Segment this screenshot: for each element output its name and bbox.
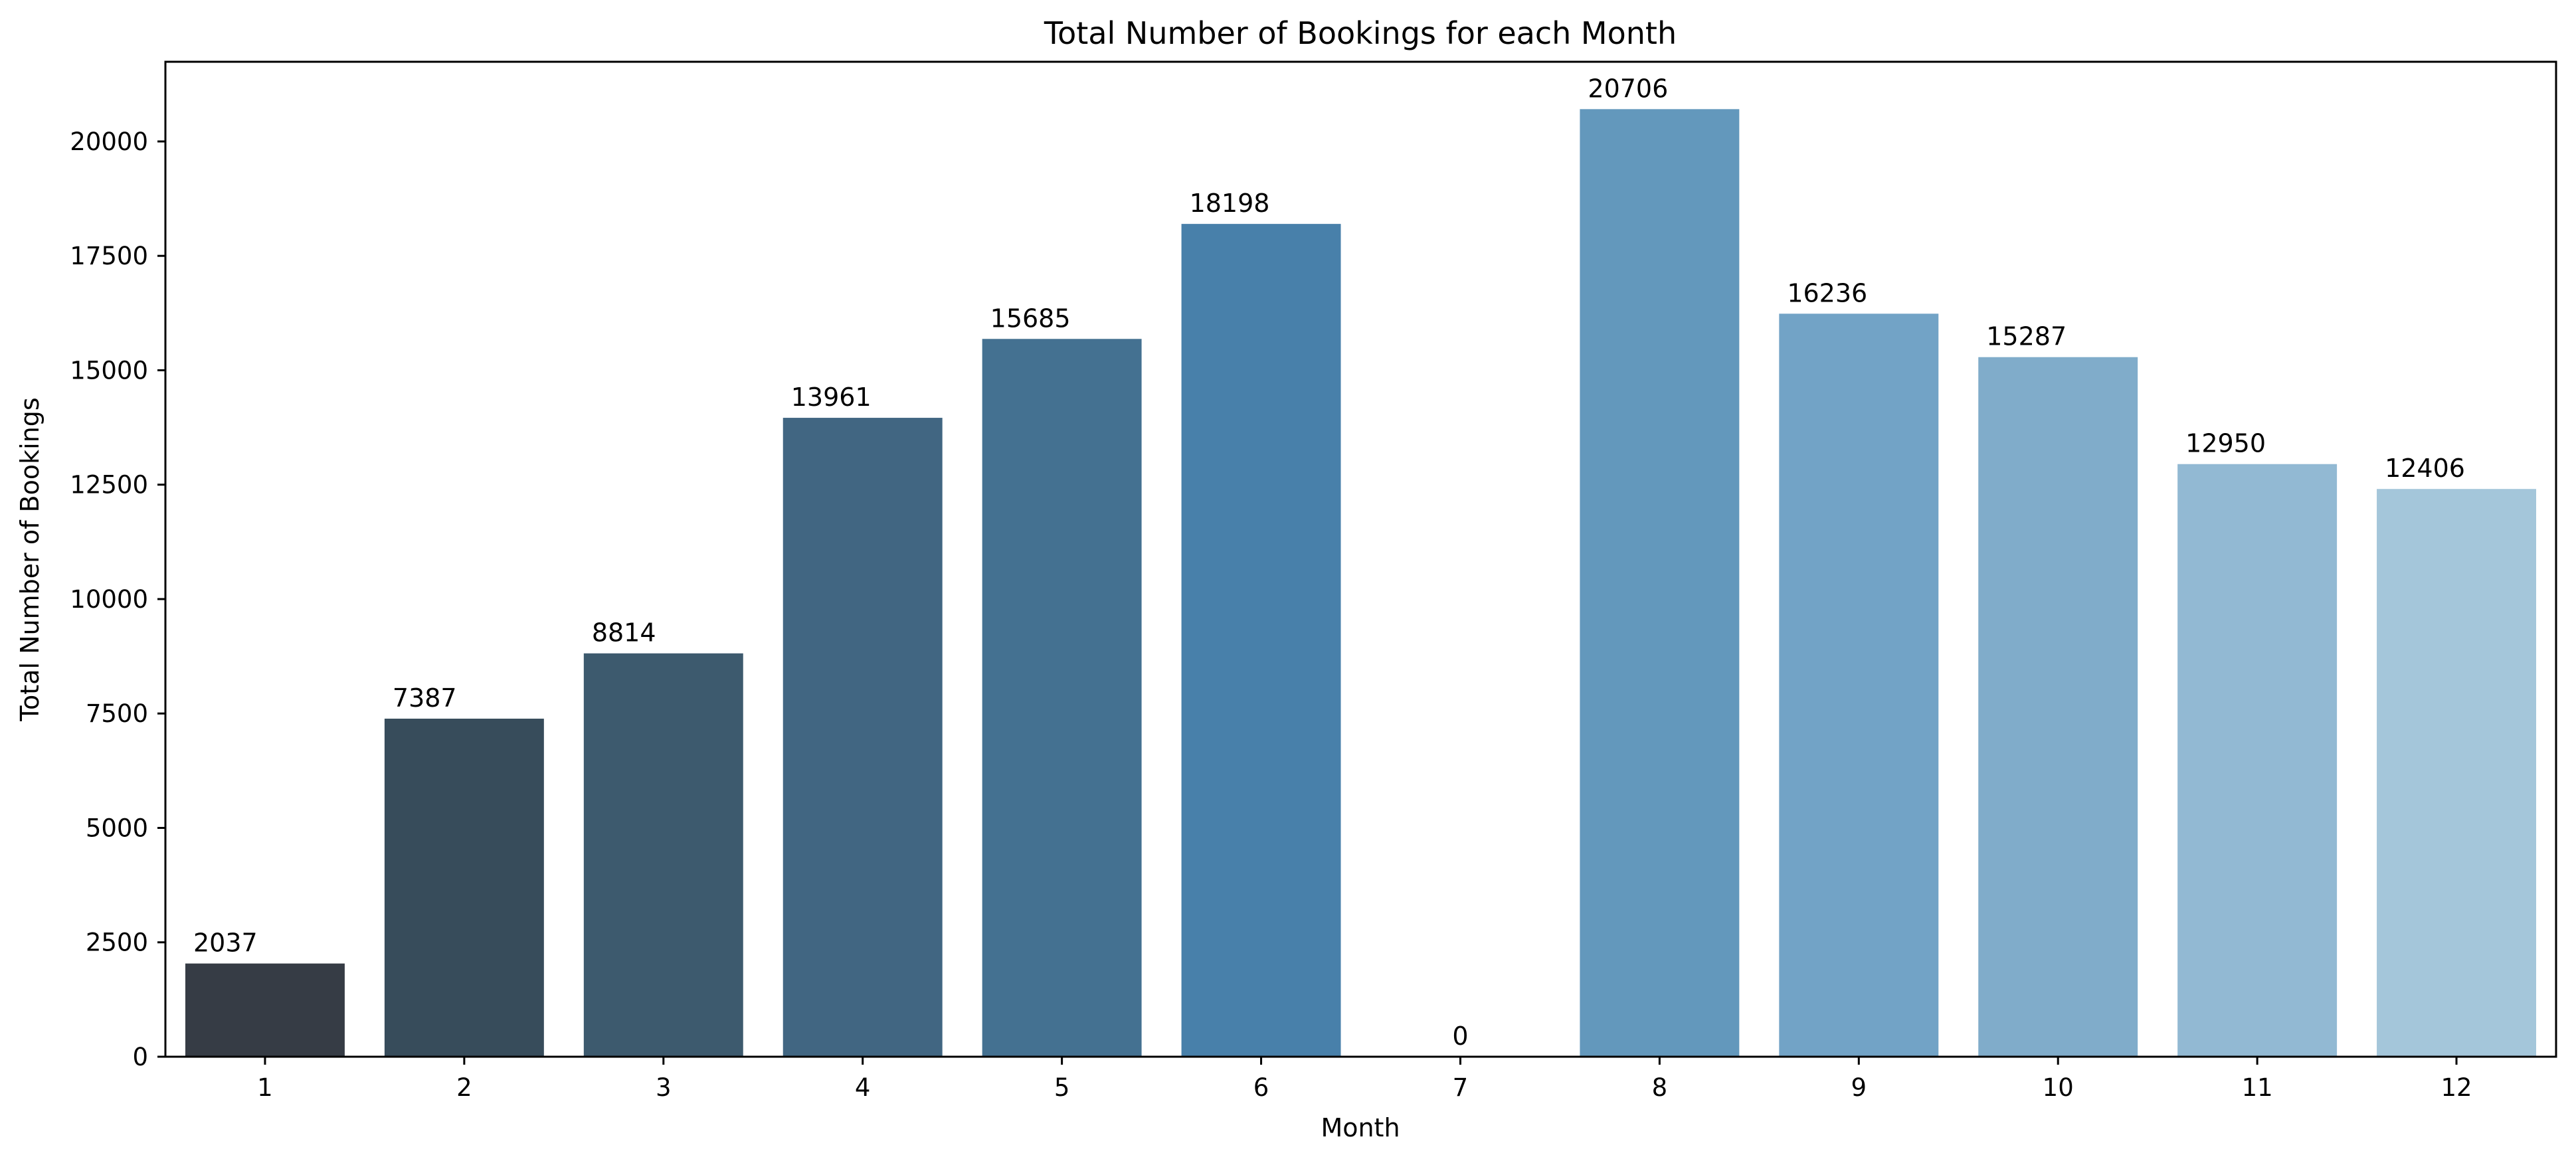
plot-frame (164, 60, 2557, 1058)
data-labels-layer: 2037 7387 8814 13961 15685 18198 0 20706 16236 15… (193, 74, 2465, 1051)
y-tick-label: 12500 (70, 471, 148, 499)
x-tick-label: 12 (2440, 1073, 2472, 1102)
y-tick-label: 17500 (70, 242, 148, 270)
chart-title: Total Number of Bookings for each Month (1044, 15, 1677, 51)
data-label-month-2: 7387 (393, 683, 457, 713)
bar-month-10 (1978, 357, 2138, 1057)
y-tick-label: 5000 (86, 814, 148, 842)
x-tick-label: 3 (656, 1073, 672, 1102)
y-tick-label: 15000 (70, 356, 148, 385)
bar-month-9 (1779, 313, 1939, 1057)
x-tick-label: 4 (855, 1073, 871, 1102)
bar-month-4 (782, 418, 943, 1057)
data-label-month-12: 12406 (2385, 454, 2465, 483)
data-label-month-1: 2037 (193, 929, 258, 958)
x-tick-label: 2 (456, 1073, 472, 1102)
x-tick-label: 9 (1851, 1073, 1867, 1102)
data-label-month-4: 13961 (791, 383, 872, 412)
x-tick-label: 11 (2242, 1073, 2273, 1102)
x-tick-label: 7 (1453, 1073, 1469, 1102)
bars-layer (185, 109, 2537, 1057)
x-tick-label: 8 (1652, 1073, 1668, 1102)
y-axis-label: Total Number of Bookings (15, 397, 45, 721)
data-label-month-7: 0 (1452, 1022, 1468, 1051)
y-tick-label: 7500 (86, 699, 148, 728)
data-label-month-10: 15287 (1986, 322, 2067, 351)
data-label-month-9: 16236 (1787, 278, 1867, 308)
y-tick-label: 10000 (70, 585, 148, 614)
x-tick-label: 10 (2043, 1073, 2074, 1102)
data-label-month-8: 20706 (1588, 74, 1668, 103)
x-tick-label: 1 (257, 1073, 273, 1102)
x-tick-label: 5 (1054, 1073, 1070, 1102)
bar-month-3 (583, 653, 743, 1057)
data-label-month-5: 15685 (990, 304, 1071, 333)
bar-month-1 (185, 963, 345, 1057)
y-axis-ticks: 0 2500 5000 7500 10000 12500 15000 17500 20000 (70, 128, 165, 1071)
bar-month-6 (1181, 224, 1341, 1057)
x-axis-label: Month (1321, 1113, 1400, 1142)
x-axis-ticks: 1 2 3 4 5 6 7 8 9 10 11 12 (257, 1057, 2472, 1102)
y-tick-label: 2500 (86, 929, 148, 957)
y-tick-label: 0 (132, 1043, 148, 1071)
bar-month-11 (2177, 464, 2338, 1057)
x-tick-label: 6 (1253, 1073, 1269, 1102)
bar-month-5 (982, 339, 1142, 1057)
bar-month-2 (384, 719, 544, 1057)
bar-month-12 (2377, 489, 2537, 1057)
data-label-month-3: 8814 (592, 618, 656, 648)
data-label-month-11: 12950 (2185, 429, 2266, 458)
y-tick-label: 20000 (70, 128, 148, 156)
data-label-month-6: 18198 (1190, 189, 1270, 218)
bar-month-8 (1580, 109, 1740, 1057)
